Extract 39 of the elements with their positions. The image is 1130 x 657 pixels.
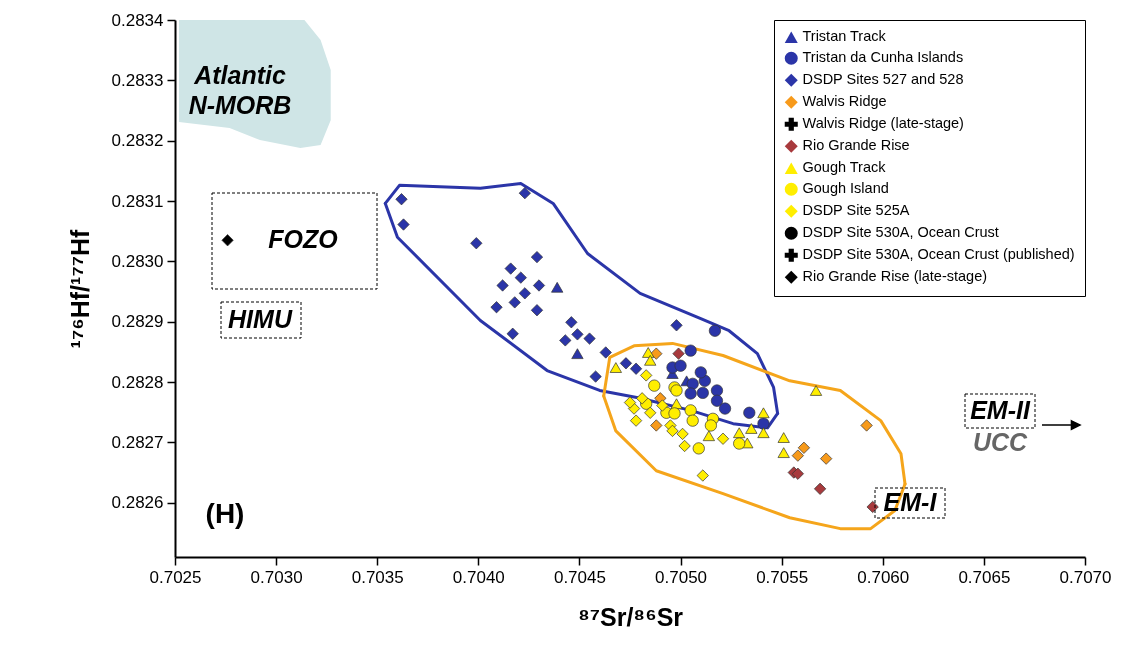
legend-label: Gough Island	[802, 180, 889, 197]
x-tick-label: 0.7040	[452, 567, 505, 587]
x-tick-label: 0.7045	[553, 567, 606, 587]
y-tick-label: 0.2831	[111, 191, 164, 211]
y-tick-label: 0.2832	[111, 131, 164, 151]
y-axis-title: ¹⁷⁶Hf/¹⁷⁷Hf	[65, 228, 94, 349]
y-tick-label: 0.2830	[111, 251, 164, 271]
legend-label: Walvis Ridge	[802, 93, 887, 110]
legend-label: DSDP Sites 527 and 528	[802, 71, 964, 88]
annotation: UCC	[972, 428, 1029, 456]
y-tick-label: 0.2828	[111, 372, 164, 392]
y-tick-label: 0.2826	[111, 493, 164, 513]
x-tick-label: 0.7030	[250, 567, 303, 587]
legend-label: Rio Grande Rise	[802, 137, 910, 154]
x-tick-label: 0.7060	[857, 567, 910, 587]
legend-label: DSDP Site 530A, Ocean Crust (published)	[802, 246, 1075, 263]
legend-label: Tristan Track	[802, 28, 887, 45]
legend-label: DSDP Site 530A, Ocean Crust	[802, 224, 999, 241]
annotation: HIMU	[228, 305, 293, 333]
y-tick-label: 0.2833	[111, 70, 164, 90]
x-tick-label: 0.7050	[655, 567, 708, 587]
x-tick-label: 0.7055	[756, 567, 809, 587]
annotation: FOZO	[268, 225, 339, 253]
annotation: Atlantic N-MORB	[188, 61, 292, 119]
x-tick-label: 0.7070	[1059, 567, 1112, 587]
y-tick-label: 0.2827	[111, 432, 164, 452]
x-tick-label: 0.7035	[351, 567, 404, 587]
legend-label: DSDP Site 525A	[802, 202, 910, 219]
y-tick-label: 0.2834	[111, 10, 164, 30]
annotation: (H)	[205, 498, 245, 529]
legend-label: Walvis Ridge (late-stage)	[802, 115, 964, 132]
x-tick-label: 0.7025	[149, 567, 202, 587]
legend-label: Tristan da Cunha Islands	[802, 49, 964, 66]
legend-label: Gough Track	[802, 159, 887, 176]
y-tick-label: 0.2829	[111, 312, 164, 332]
x-tick-label: 0.7065	[958, 567, 1011, 587]
annotation: EM-II	[970, 396, 1031, 424]
legend-label: Rio Grande Rise (late-stage)	[802, 268, 988, 285]
x-axis-title: ⁸⁷Sr/⁸⁶Sr	[577, 602, 684, 631]
